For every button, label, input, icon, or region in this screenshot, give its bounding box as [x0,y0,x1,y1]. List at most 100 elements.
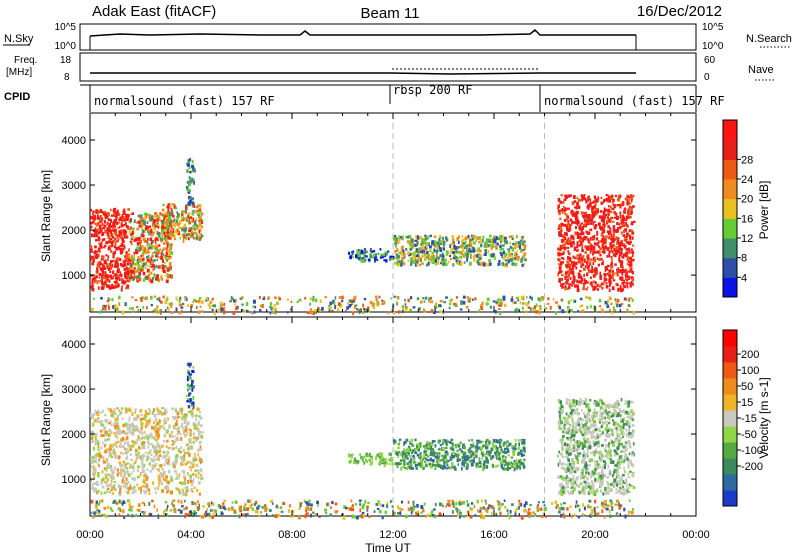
echo-cell [141,245,144,249]
echo-cell [106,478,108,483]
echo-cell [95,487,97,491]
echo-cell [192,432,195,436]
echo-cell [136,453,139,456]
echo-cell [143,443,146,448]
echo-cell [566,265,569,269]
echo-cell [565,412,568,416]
echo-cell [400,250,403,255]
echo-cell [580,194,584,197]
echo-cell [455,444,457,449]
echo-cell [572,300,575,303]
echo-cell [103,282,107,285]
echo-cell [286,311,289,314]
echo-cell [450,242,454,246]
echo-cell [600,257,603,261]
echo-cell [352,311,355,316]
echo-cell [110,208,112,212]
echo-cell [557,463,560,467]
echo-cell [628,260,631,263]
echo-cell [109,450,112,455]
echo-cell [422,243,424,248]
echo-cell [419,249,423,253]
echo-cell [582,225,585,228]
echo-cell [148,243,151,247]
echo-cell [178,311,181,315]
echo-cell [468,244,471,248]
echo-cell [112,221,115,226]
echo-cell [167,469,171,474]
echo-cell [576,222,579,226]
echo-cell [188,479,192,482]
echo-cell [440,464,442,468]
echo-cell [198,492,201,496]
echo-cell [144,214,148,219]
echo-cell [602,463,605,468]
echo-cell [397,262,401,266]
echo-cell [446,467,449,470]
echo-cell [427,236,430,240]
echo-cell [564,276,566,280]
echo-cell [583,194,586,197]
echo-cell [140,436,144,440]
echo-cell [125,409,128,414]
echo-cell [100,278,104,281]
echo-cell [628,229,632,233]
echo-cell [514,447,517,451]
echo-cell [377,301,380,305]
echo-cell [480,304,483,308]
nave-label: Nave [748,64,774,76]
echo-cell [431,252,433,257]
echo-cell [611,240,615,244]
echo-cell [630,248,633,252]
echo-cell [138,277,142,282]
echo-cell [444,258,447,263]
echo-cell [348,304,351,308]
echo-cell [109,465,113,468]
echo-cell [580,228,583,232]
echo-cell [421,238,425,243]
echo-cell [514,309,517,314]
echo-cell [424,242,427,245]
echo-cell [102,434,105,437]
echo-cell [620,242,623,247]
echo-cell [602,227,606,230]
echo-cell [446,451,449,456]
echo-cell [115,424,118,428]
echo-cell [254,305,257,309]
echo-cell [146,436,150,440]
echo-cell [331,309,334,312]
echo-cell [488,239,492,243]
echo-cell [245,302,249,306]
echo-cell [516,465,519,468]
echo-cell [351,453,354,456]
echo-cell [146,225,150,230]
echo-cell [198,219,201,223]
echo-cell [193,423,197,427]
echo-cell [609,196,613,200]
echo-cell [139,471,142,476]
echo-cell [608,288,611,292]
echo-cell [170,311,174,314]
echo-cell [497,451,500,455]
echo-cell [108,267,111,271]
echo-cell [414,255,416,260]
echo-cell [616,239,620,244]
echo-cell [109,429,112,434]
echo-cell [243,309,246,313]
echo-cell [624,253,627,256]
echo-cell [106,232,110,237]
echo-cell [601,262,604,266]
echo-cell [431,242,434,245]
echo-cell [193,455,196,458]
echo-cell [454,255,458,260]
echo-cell [625,278,629,282]
echo-cell [197,310,201,314]
echo-cell [602,219,605,224]
echo-cell [170,475,173,480]
echo-cell [462,443,465,447]
echo-cell [167,214,171,217]
echo-cell [127,473,131,477]
echo-cell [144,414,148,419]
echo-cell [476,443,479,446]
echo-cell [176,211,178,214]
